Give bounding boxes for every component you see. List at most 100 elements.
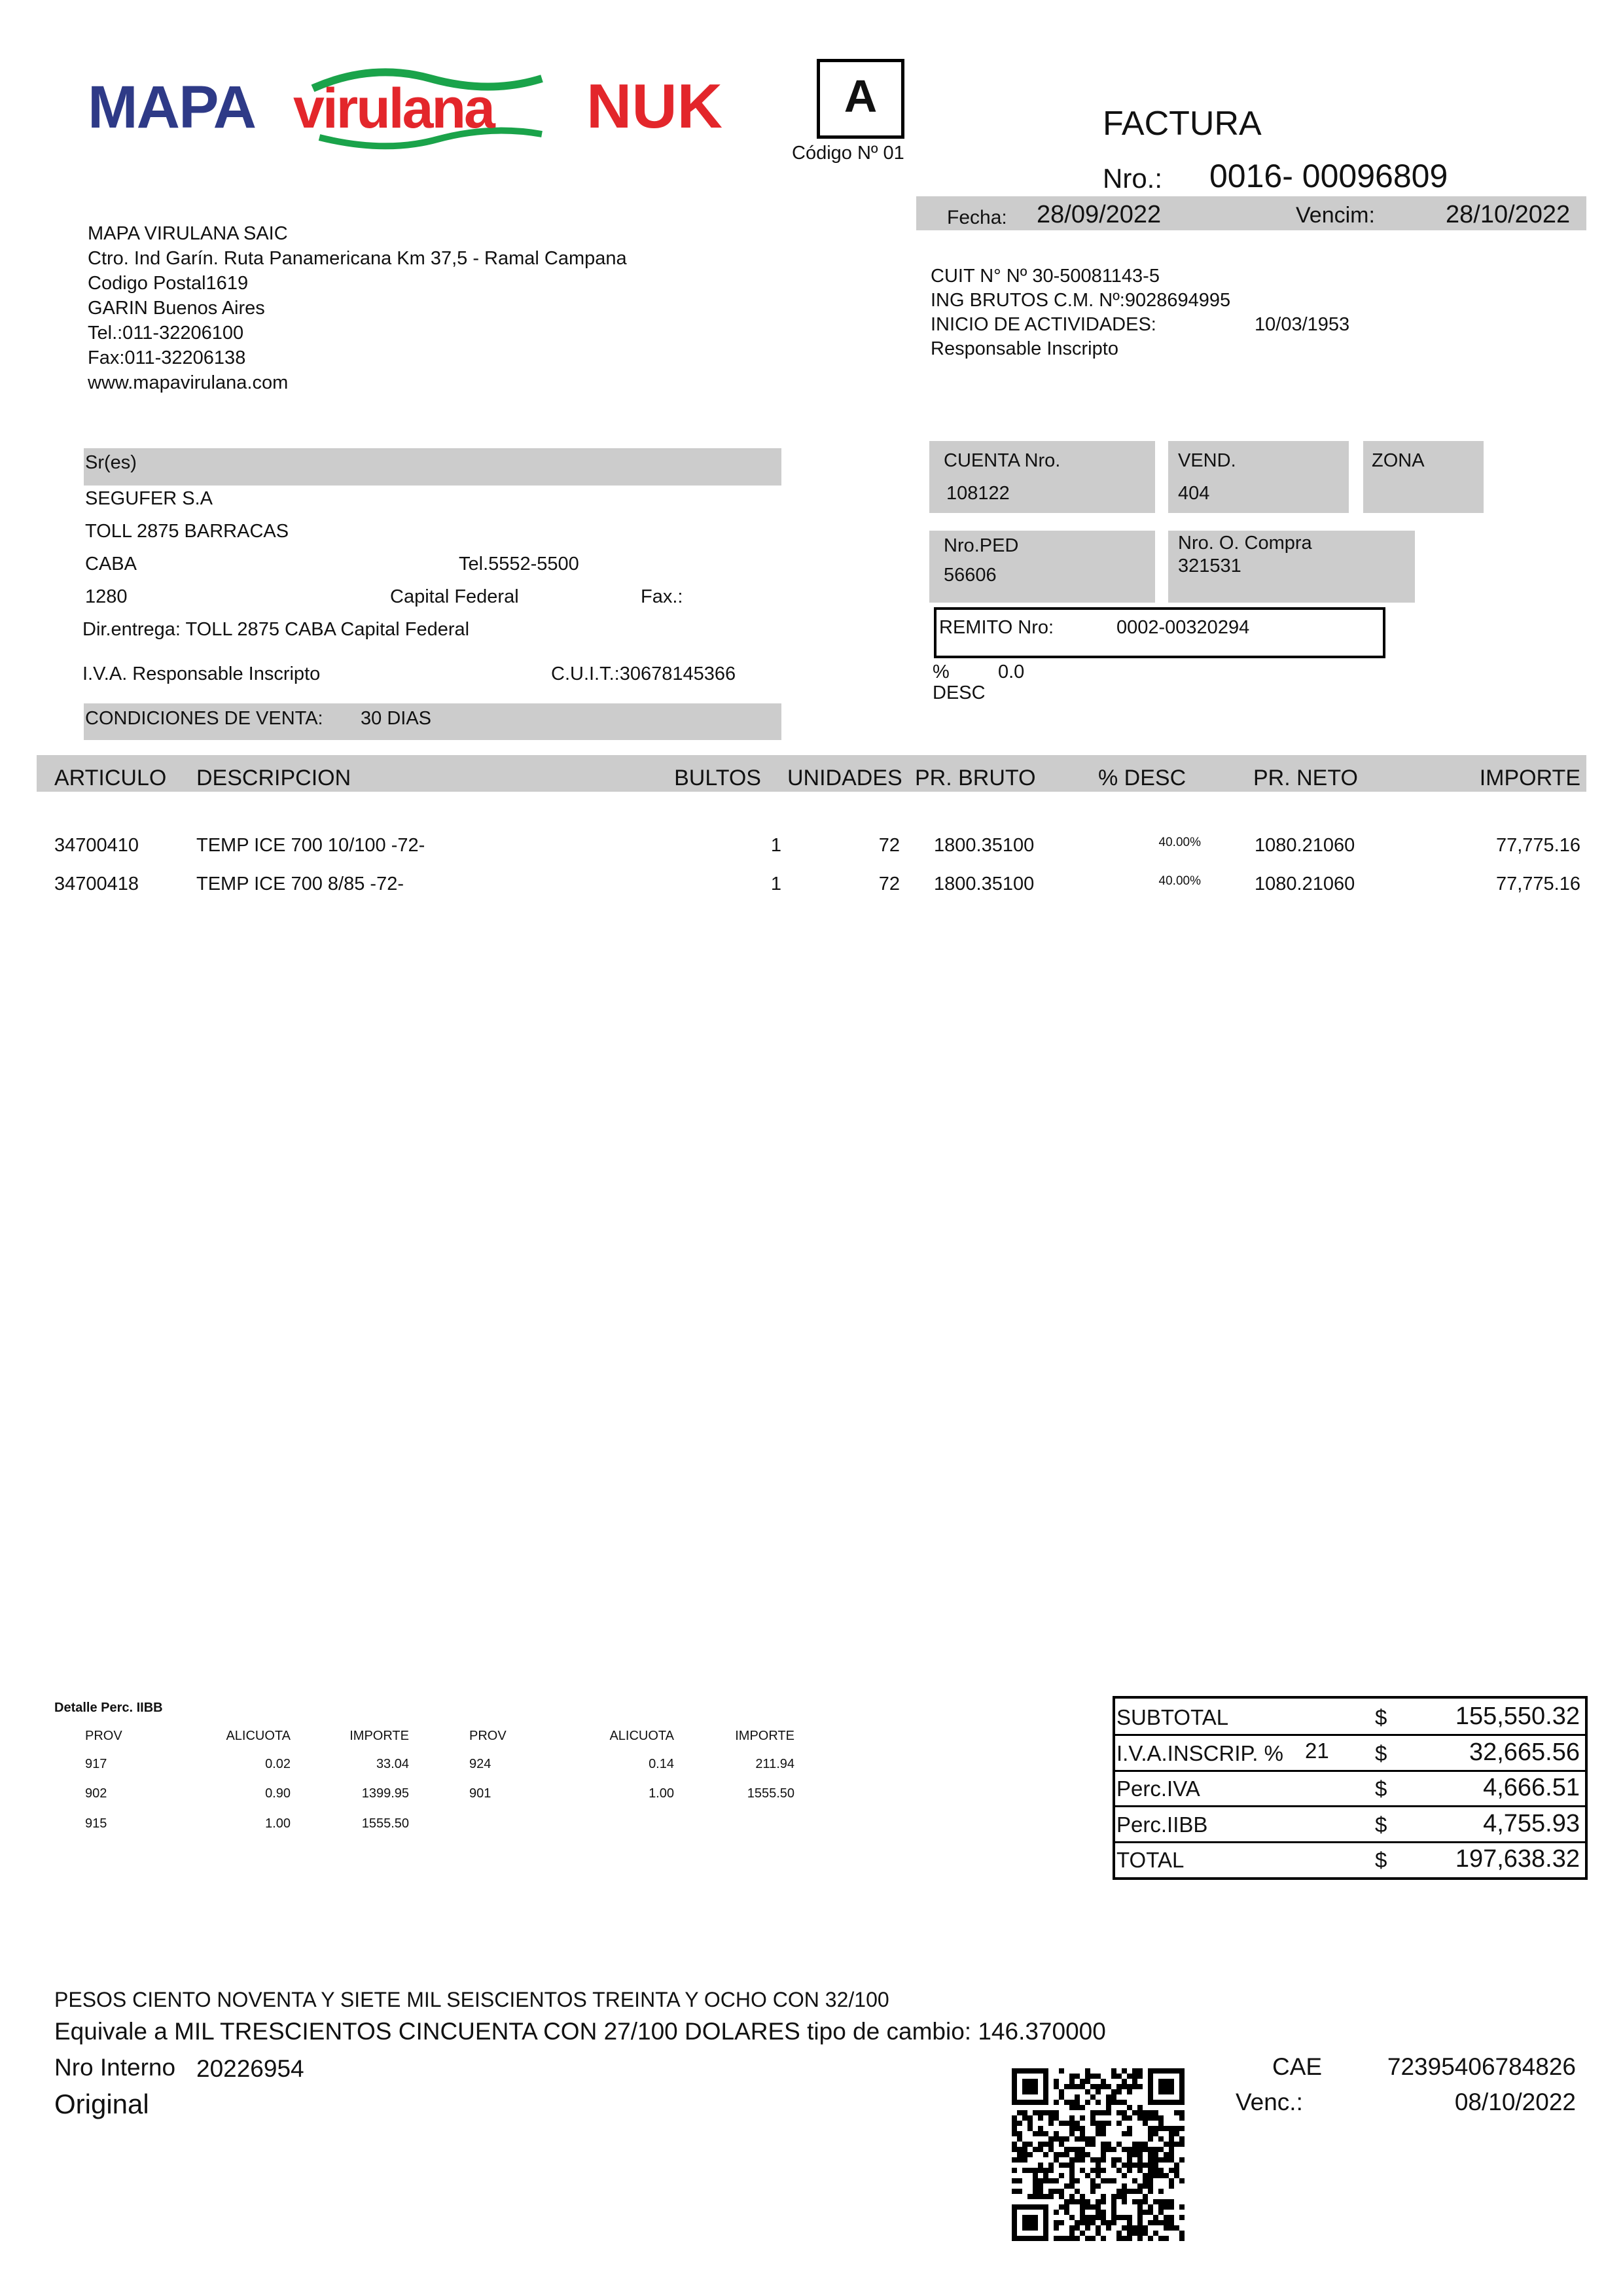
cell-unidades: 72 — [878, 835, 900, 856]
customer-iva: I.V.A. Responsable Inscripto — [82, 663, 321, 684]
perc-prov: 924 — [469, 1757, 491, 1771]
cuenta-box — [929, 441, 1155, 513]
company-line: www.mapavirulana.com — [88, 372, 289, 393]
totals-value: 4,666.51 — [1483, 1774, 1580, 1802]
perc-iibb-title: Detalle Perc. IIBB — [54, 1701, 163, 1715]
nro-interno-label: Nro Interno — [54, 2054, 176, 2081]
perc-importe: 1555.50 — [361, 1816, 409, 1831]
logo-virulana: virulana — [293, 62, 552, 154]
perc-alicuota: 0.14 — [649, 1757, 674, 1771]
zona-label: ZONA — [1372, 450, 1425, 471]
perc-alicuota: 1.00 — [649, 1786, 674, 1801]
col-pr-bruto: PR. BRUTO — [915, 766, 1036, 790]
customer-name: SEGUFER S.A — [85, 488, 213, 509]
perc-h-prov: PROV — [85, 1729, 122, 1743]
company-line: Ctro. Ind Garín. Ruta Panamericana Km 37… — [88, 248, 627, 269]
perc-prov: 902 — [85, 1786, 107, 1801]
perc-importe: 1555.50 — [747, 1786, 794, 1801]
totals-row: Perc.IIBB $4,755.93 — [1115, 1806, 1585, 1843]
customer-address: TOLL 2875 BARRACAS — [85, 521, 289, 542]
perc-prov: 901 — [469, 1786, 491, 1801]
cell-importe: 77,775.16 — [1495, 874, 1580, 894]
company-line: GARIN Buenos Aires — [88, 298, 265, 319]
totals-row: TOTAL $197,638.32 — [1115, 1841, 1585, 1877]
inicio-actividades: INICIO DE ACTIVIDADES: 10/03/1953 — [931, 313, 1349, 337]
cuenta-value: 108122 — [946, 483, 1010, 504]
cell-descripcion: TEMP ICE 700 8/85 -72- — [196, 874, 404, 894]
vencim-value: 28/10/2022 — [1446, 201, 1571, 228]
doc-type-box — [817, 59, 904, 139]
col-articulo: ARTICULO — [54, 766, 167, 790]
customer-cuit: C.U.I.T.:30678145366 — [551, 663, 736, 684]
compra-value: 321531 — [1178, 556, 1241, 576]
nro-interno-value: 20226954 — [196, 2055, 304, 2082]
number-label: Nro.: — [1103, 163, 1163, 194]
cell-desc: 40.00% — [1158, 874, 1201, 888]
totals-label: Perc.IIBB — [1116, 1812, 1208, 1837]
totals-rate: 21 — [1305, 1738, 1329, 1763]
delivery-address: Dir.entrega: TOLL 2875 CABA Capital Fede… — [82, 619, 470, 640]
tax-info: CUIT N° Nº 30-50081143-5 ING BRUTOS C.M.… — [931, 264, 1349, 361]
invoice-number: 0016- 00096809 — [1209, 160, 1448, 192]
customer-city: CABA — [85, 554, 137, 574]
remito-value: 0002-00320294 — [1116, 617, 1250, 638]
fecha-value: 28/09/2022 — [1037, 201, 1162, 228]
ing-brutos: ING BRUTOS C.M. Nº:9028694995 — [931, 290, 1231, 311]
totals-value: 197,638.32 — [1455, 1845, 1580, 1873]
customer-band — [84, 448, 781, 486]
totals-row: I.V.A.INSCRIP. % 21 $32,665.56 — [1115, 1735, 1585, 1772]
cuenta-label: CUENTA Nro. — [944, 450, 1061, 471]
totals-value: 4,755.93 — [1483, 1809, 1580, 1837]
perc-alicuota: 0.90 — [265, 1786, 291, 1801]
perc-h-alicuota: ALICUOTA — [226, 1729, 291, 1743]
amount-in-words: PESOS CIENTO NOVENTA Y SIETE MIL SEISCIE… — [54, 1988, 889, 2011]
inicio-value: 10/03/1953 — [1255, 314, 1350, 335]
compra-label: Nro. O. Compra — [1178, 533, 1312, 554]
desc-label-2: DESC — [933, 682, 986, 703]
ped-label: Nro.PED — [944, 535, 1019, 556]
perc-h-alicuota-2: ALICUOTA — [609, 1729, 674, 1743]
perc-importe: 1399.95 — [361, 1786, 409, 1801]
col-pr-neto: PR. NETO — [1253, 766, 1358, 790]
company-line: Fax:011-32206138 — [88, 347, 246, 368]
desc-value: 0.0 — [998, 662, 1025, 682]
customer-tel: Tel.5552-5500 — [459, 554, 579, 574]
customer-province: Capital Federal — [390, 586, 519, 607]
customer-postal: 1280 — [85, 586, 128, 607]
perc-h-prov-2: PROV — [469, 1729, 507, 1743]
remito-box — [934, 607, 1385, 658]
perc-importe: 33.04 — [376, 1757, 409, 1771]
desc-label-1: % — [933, 662, 950, 682]
vend-box — [1168, 441, 1349, 513]
perc-importe: 211.94 — [755, 1757, 794, 1771]
cell-bultos: 1 — [770, 874, 781, 894]
perc-alicuota: 0.02 — [265, 1757, 291, 1771]
cell-descripcion: TEMP ICE 700 10/100 -72- — [196, 835, 425, 856]
doc-code: Código Nº 01 — [792, 143, 904, 164]
customer-label: Sr(es) — [85, 452, 137, 473]
cell-bultos: 1 — [770, 835, 781, 856]
totals-label: TOTAL — [1116, 1848, 1185, 1873]
cell-articulo: 34700418 — [54, 874, 139, 894]
totals-label: I.V.A.INSCRIP. % — [1116, 1740, 1283, 1765]
cell-articulo: 34700410 — [54, 835, 139, 856]
vend-label: VEND. — [1178, 450, 1236, 471]
col-descripcion: DESCRIPCION — [196, 766, 351, 790]
totals-currency: $ — [1375, 1848, 1387, 1873]
cell-unidades: 72 — [878, 874, 900, 894]
totals-currency: $ — [1375, 1776, 1387, 1801]
cell-desc: 40.00% — [1158, 836, 1201, 849]
ped-value: 56606 — [944, 565, 997, 586]
perc-h-importe: IMPORTE — [349, 1729, 409, 1743]
conditions-value: 30 DIAS — [361, 708, 431, 729]
cae-value: 72395406784826 — [1387, 2053, 1576, 2080]
company-line: Codigo Postal1619 — [88, 273, 249, 294]
company-info: MAPA VIRULANA SAIC Ctro. Ind Garín. Ruta… — [88, 221, 627, 395]
perc-prov: 917 — [85, 1757, 107, 1771]
cell-importe: 77,775.16 — [1495, 835, 1580, 856]
cell-pr-bruto: 1800.35100 — [934, 874, 1035, 894]
vencim-label: Vencim: — [1296, 203, 1375, 228]
remito-label: REMITO Nro: — [939, 617, 1054, 638]
fecha-label: Fecha: — [947, 207, 1007, 228]
totals-currency: $ — [1375, 1740, 1387, 1765]
